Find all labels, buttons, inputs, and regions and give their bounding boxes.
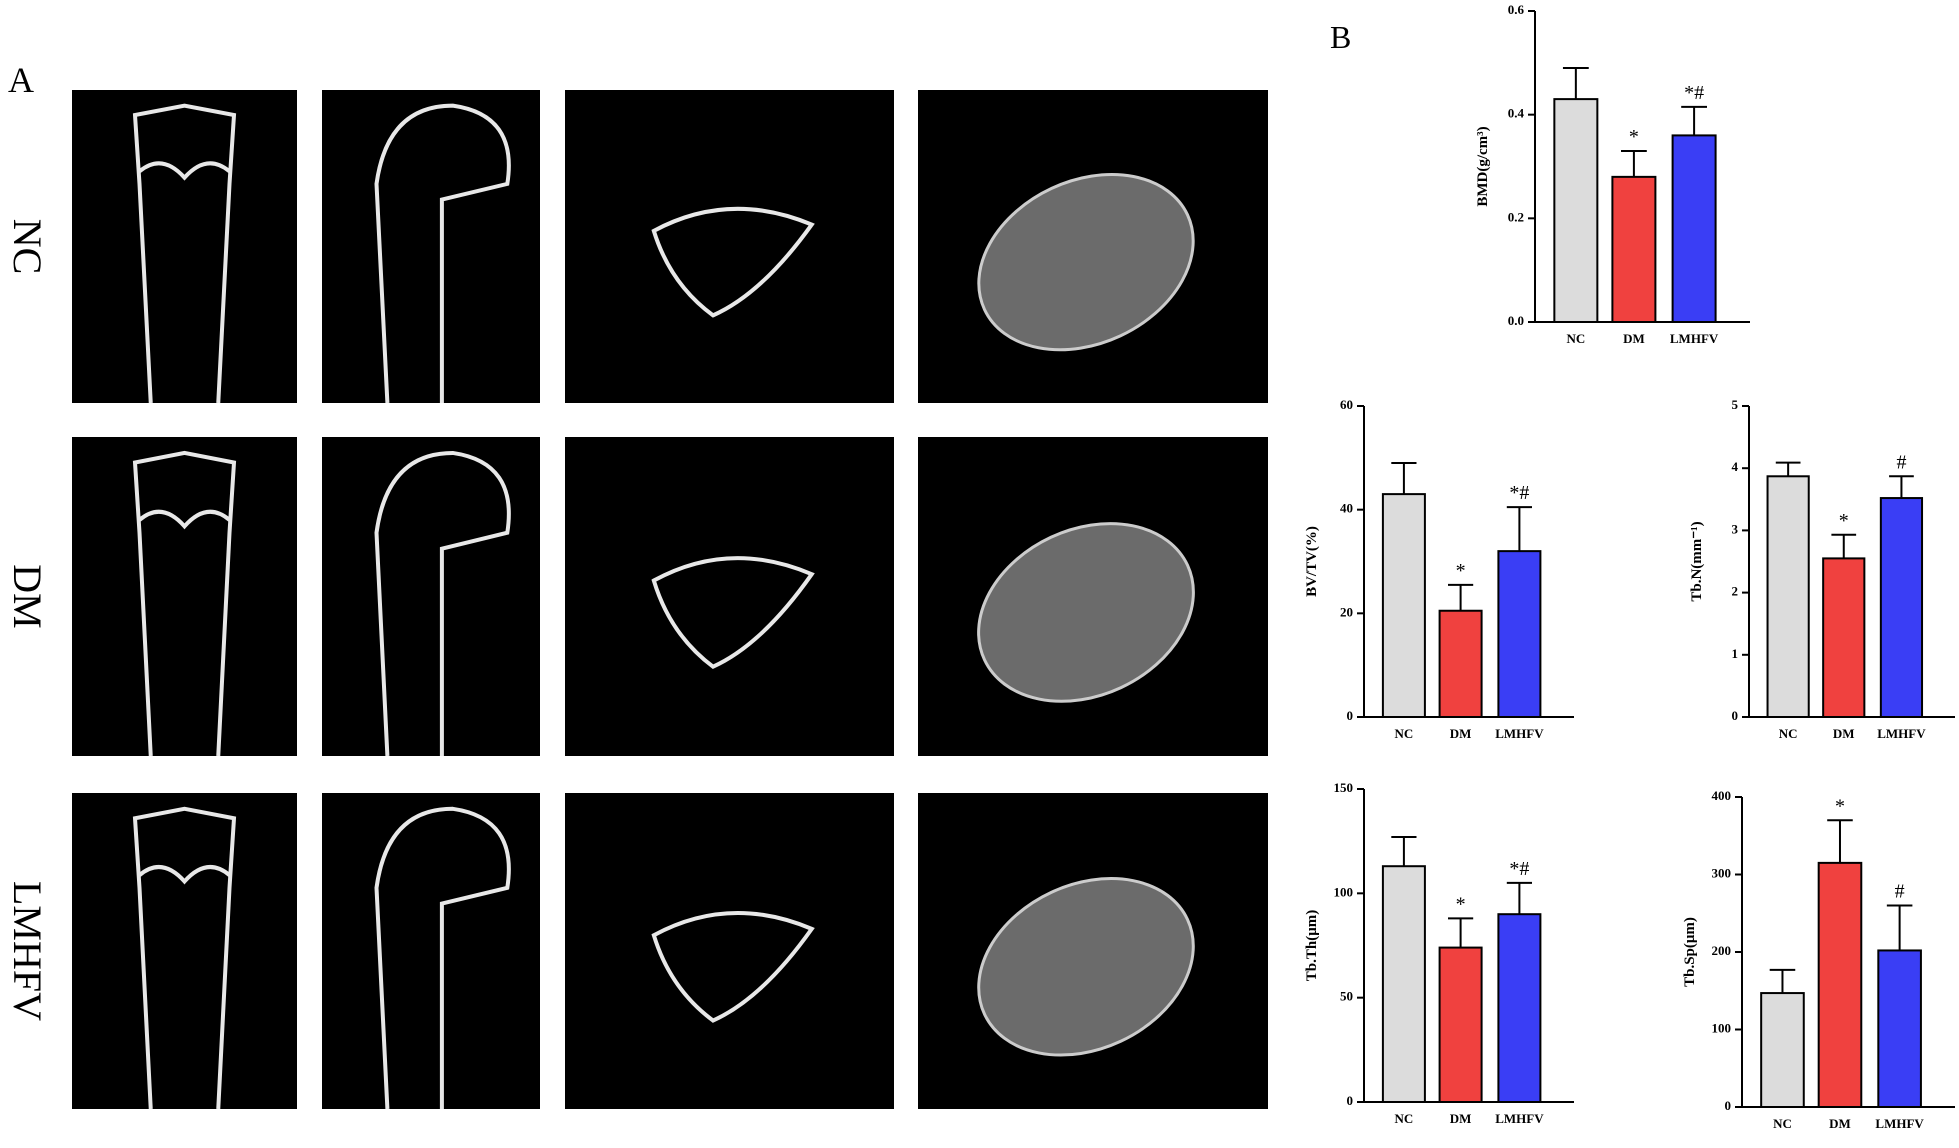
bone-outline [132,806,237,1110]
x-tick-label: DM [1829,1116,1851,1131]
x-tick-label: NC [1779,726,1798,741]
bar [1766,475,1810,719]
image-frame [322,437,540,756]
y-tick-label: 50 [1340,989,1353,1004]
x-tick-label: LMHFV [1877,726,1926,741]
bar [1438,946,1483,1103]
significance-mark: * [1456,560,1466,582]
bone-section [651,911,815,1023]
bar [1381,865,1426,1103]
y-tick-label: 100 [1712,1020,1732,1035]
image-frame [72,793,297,1109]
significance-mark: # [1895,881,1905,903]
significance-mark: *# [1509,482,1529,504]
bar [1817,861,1863,1108]
row-label: LMHFV [5,881,50,1021]
y-tick-label: 100 [1334,884,1354,899]
x-tick-label: NC [1566,331,1585,346]
bar [1822,557,1866,719]
y-tick-label: 300 [1712,865,1732,880]
x-tick-label: NC [1395,726,1414,741]
bone-outline [132,450,237,757]
y-axis-label: Tb.Sp(μm) [1682,917,1698,987]
panel-label: A [8,60,34,100]
bar [1497,913,1542,1104]
bone-3d [977,173,1195,352]
x-tick-label: NC [1395,1111,1414,1126]
bone-3d [977,877,1195,1057]
micro-ct-images [72,90,1268,1110]
y-tick-label: 60 [1340,397,1353,412]
panel-label: B [1330,19,1351,55]
y-axis-label: Tb.Th(μm) [1304,910,1320,981]
bar [1877,949,1922,1109]
image-frame [72,437,297,756]
y-tick-label: 20 [1340,604,1353,619]
significance-mark: * [1839,510,1849,532]
image-frame [565,90,894,403]
bar [1497,550,1542,719]
y-tick-label: 0 [1347,708,1354,723]
x-tick-label: DM [1450,1111,1472,1126]
bone-outline [374,103,511,404]
bar [1671,134,1717,323]
y-tick-label: 2 [1732,584,1739,599]
x-tick-label: DM [1833,726,1855,741]
y-tick-label: 0 [1732,708,1739,723]
y-tick-label: 4 [1732,459,1739,474]
significance-mark: *# [1684,82,1704,104]
bone-section [651,206,815,318]
significance-mark: * [1629,126,1639,148]
y-tick-label: 150 [1334,780,1354,795]
y-tick-label: 0 [1347,1093,1354,1108]
y-tick-label: 0 [1725,1098,1732,1113]
y-tick-label: 0.0 [1508,313,1524,328]
x-tick-label: LMHFV [1495,726,1544,741]
image-frame [322,793,540,1109]
significance-mark: * [1456,893,1466,915]
y-tick-label: 40 [1340,501,1353,516]
y-axis-label: Tb.N(mm⁻¹) [1689,521,1705,601]
y-tick-label: 0.4 [1508,106,1525,121]
bone-3d [977,522,1195,703]
x-tick-label: NC [1773,1116,1792,1131]
image-frame [565,793,894,1109]
y-axis-label: BMD(g/cm³) [1475,126,1491,206]
row-label: DM [5,564,50,628]
y-tick-label: 200 [1712,943,1732,958]
bone-outline [374,450,511,757]
significance-mark: * [1835,795,1845,817]
image-frame [565,437,894,756]
bar [1879,497,1924,718]
y-tick-label: 400 [1712,788,1732,803]
y-tick-label: 1 [1732,646,1739,661]
y-tick-label: 0.2 [1508,209,1524,224]
bar [1438,609,1483,718]
significance-mark: *# [1509,858,1529,880]
x-tick-label: LMHFV [1670,331,1719,346]
bone-outline [374,806,511,1110]
x-tick-label: LMHFV [1875,1116,1924,1131]
y-axis-label: BV/TV(%) [1304,526,1320,597]
bar [1760,992,1805,1109]
bone-outline [132,103,237,404]
x-tick-label: DM [1450,726,1472,741]
bar [1611,175,1657,323]
x-tick-label: LMHFV [1495,1111,1544,1126]
bar [1381,493,1426,718]
y-tick-label: 3 [1732,521,1739,536]
significance-mark: # [1896,451,1906,473]
x-tick-label: DM [1623,331,1645,346]
y-tick-label: 0.6 [1508,2,1525,17]
image-frame [322,90,540,403]
bone-section [651,556,815,669]
row-label: NC [5,219,50,275]
y-tick-label: 5 [1732,397,1739,412]
bar [1553,98,1599,323]
image-frame [72,90,297,403]
